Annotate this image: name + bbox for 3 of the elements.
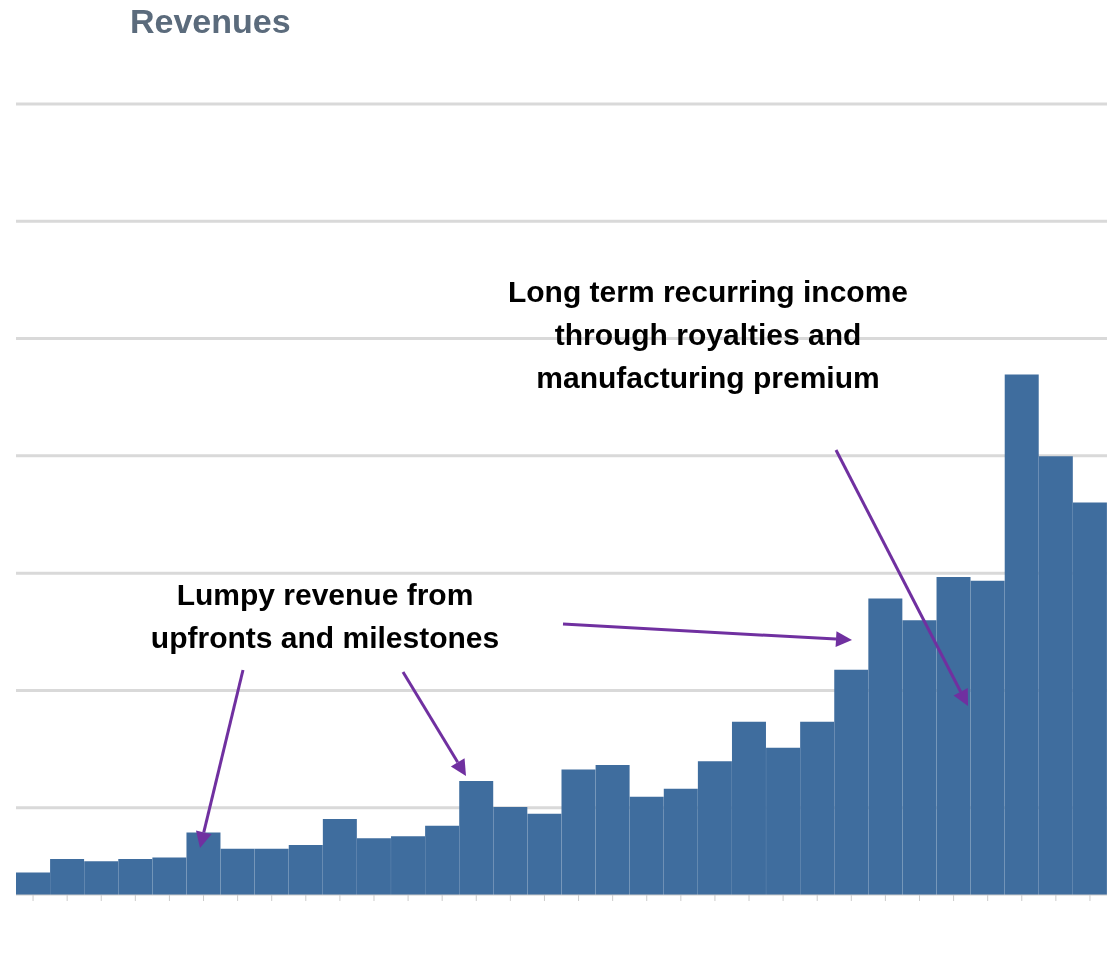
chart-title: Revenues [130,2,291,41]
annotation: Long term recurring income through royalties and manufacturing premium [506,274,910,396]
annotation: Lumpy revenue from upfronts and milestones [149,577,501,656]
